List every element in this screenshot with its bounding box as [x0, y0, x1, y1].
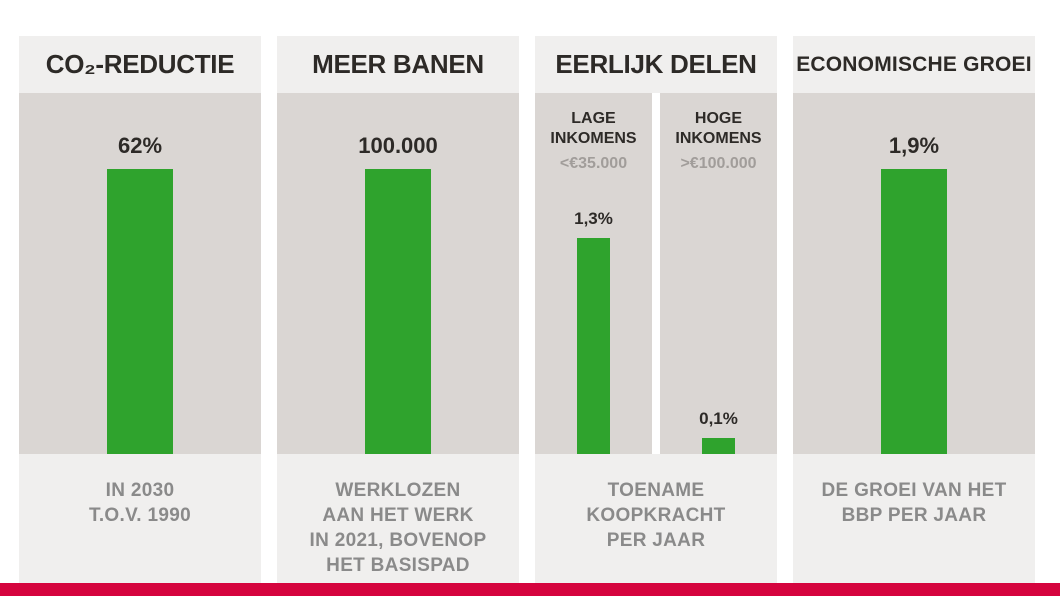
- panel-economische-groei: ECONOMISCHE GROEI 1,9% DE GROEI VAN HET …: [793, 36, 1035, 583]
- hoge-inkomens-bar: [702, 438, 735, 454]
- panel-row: CO₂-REDUCTIE 62% IN 2030 T.O.V. 1990 MEE…: [19, 36, 1035, 583]
- panel-co2-chart-area: 62%: [19, 93, 261, 454]
- panel-groei-title: ECONOMISCHE GROEI: [796, 52, 1032, 76]
- accent-bottom-bar: [0, 583, 1060, 596]
- lage-inkomens-bar: [577, 238, 610, 454]
- panel-co2-header: CO₂-REDUCTIE: [19, 36, 261, 93]
- lage-inkomens-label: LAGE INKOMENS: [550, 110, 637, 147]
- panel-eerlijk-footer: TOENAME KOOPKRACHT PER JAAR: [535, 454, 777, 583]
- panel-banen-title: MEER BANEN: [312, 49, 484, 79]
- hoge-inkomens-bar-value-label: 0,1%: [699, 409, 738, 428]
- panel-co2-reductie: CO₂-REDUCTIE 62% IN 2030 T.O.V. 1990: [19, 36, 261, 583]
- banen-caption: WERKLOZEN AAN HET WERK IN 2021, BOVENOP …: [309, 480, 487, 576]
- panel-groei-header: ECONOMISCHE GROEI: [793, 36, 1035, 93]
- panel-banen-footer: WERKLOZEN AAN HET WERK IN 2021, BOVENOP …: [277, 454, 519, 583]
- hoge-inkomens-label: HOGE INKOMENS: [675, 110, 762, 147]
- banen-bar: [365, 169, 431, 454]
- panel-eerlijk-delen: EERLIJK DELEN LAGE INKOMENS <€35.000 1,3…: [535, 36, 777, 583]
- panel-co2-title: CO₂-REDUCTIE: [45, 49, 235, 79]
- hoge-inkomens-column: HOGE INKOMENS >€100.000 0,1%: [660, 93, 777, 454]
- banen-bar-value-label: 100.000: [358, 133, 438, 158]
- co2-bar: [107, 169, 173, 454]
- panel-eerlijk-title: EERLIJK DELEN: [555, 49, 757, 79]
- groei-bar-value-label: 1,9%: [888, 133, 940, 158]
- hoge-inkomens-threshold: >€100.000: [680, 155, 757, 172]
- panel-groei-chart-area: 1,9%: [793, 93, 1035, 454]
- panel-banen-header: MEER BANEN: [277, 36, 519, 93]
- lage-inkomens-bar-value-label: 1,3%: [574, 209, 613, 228]
- eerlijk-caption: TOENAME KOOPKRACHT PER JAAR: [586, 480, 726, 551]
- groei-caption: DE GROEI VAN HET BBP PER JAAR: [821, 480, 1007, 526]
- panel-banen-chart-area: 100.000: [277, 93, 519, 454]
- co2-caption: IN 2030 T.O.V. 1990: [89, 480, 191, 526]
- panel-co2-footer: IN 2030 T.O.V. 1990: [19, 454, 261, 583]
- panel-groei-footer: DE GROEI VAN HET BBP PER JAAR: [793, 454, 1035, 583]
- lage-inkomens-threshold: <€35.000: [559, 155, 628, 172]
- groei-bar: [881, 169, 947, 454]
- panel-eerlijk-chart-area: LAGE INKOMENS <€35.000 1,3% HOGE INKOMEN…: [535, 93, 777, 454]
- lage-inkomens-column: LAGE INKOMENS <€35.000 1,3%: [535, 93, 652, 454]
- panel-eerlijk-header: EERLIJK DELEN: [535, 36, 777, 93]
- panel-meer-banen: MEER BANEN 100.000 WERKLOZEN AAN HET WER…: [277, 36, 519, 583]
- co2-bar-value-label: 62%: [117, 133, 163, 158]
